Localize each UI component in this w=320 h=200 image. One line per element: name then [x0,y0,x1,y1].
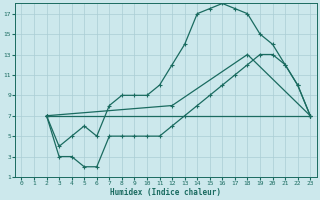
X-axis label: Humidex (Indice chaleur): Humidex (Indice chaleur) [110,188,221,197]
